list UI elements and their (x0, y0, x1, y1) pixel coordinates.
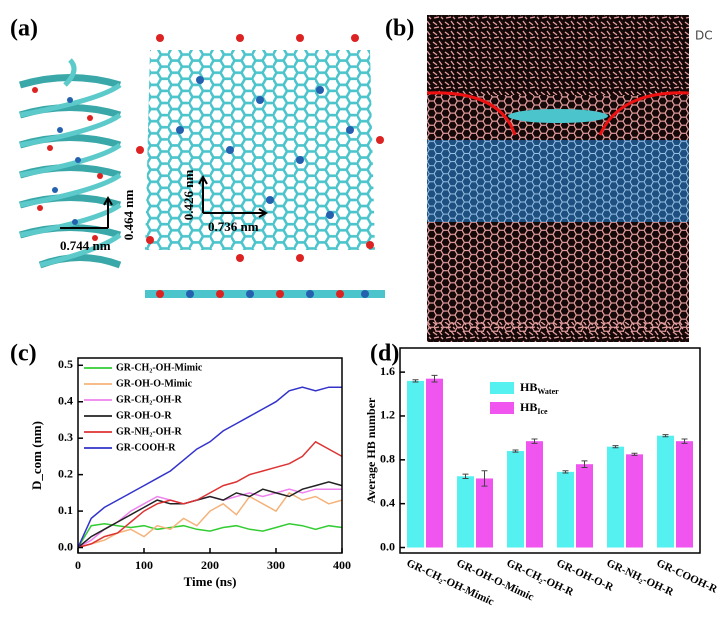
legend-swatch (490, 382, 514, 394)
annotation: 0.464 nm (121, 190, 136, 241)
bar (457, 476, 474, 548)
panel-label: (d) (370, 341, 399, 367)
y-tick-label: 1.6 (380, 364, 395, 378)
bar (426, 378, 443, 548)
bar (557, 471, 574, 548)
x-tick-label: 400 (333, 558, 351, 572)
bar (507, 451, 524, 548)
error-bar (531, 438, 538, 444)
error-bar (512, 449, 519, 453)
error-bar (562, 470, 569, 474)
x-tick-label: 0 (75, 558, 81, 572)
bar (526, 441, 543, 548)
legend-label: GR-OH-O-Mimic (116, 378, 193, 389)
error-bar (631, 452, 638, 456)
y-tick-label: 0.1 (58, 503, 73, 517)
x-tick-label: GR-CH₂-OH-Mimic (405, 557, 496, 608)
y-tick-label: 0.0 (58, 539, 73, 553)
legend-label: GR-CH₂-OH-R (116, 394, 183, 405)
data-line (77, 488, 342, 549)
y-tick-label: 0.8 (380, 452, 395, 466)
legend-label: GR-CH₂-OH-Mimic (116, 362, 203, 373)
y-tick-label: 0.2 (58, 466, 73, 480)
chart-c: GR-CH₂-OH-Mimic GR-OH-O-Mimic GR-CH₂-OH-R G… (29, 357, 351, 589)
error-bar (681, 438, 688, 444)
x-tick-label: 200 (201, 558, 219, 572)
legend-label: GR-NH₂-OH-R (116, 426, 183, 437)
bar (607, 446, 624, 548)
bar (676, 441, 693, 548)
data-line (77, 386, 342, 548)
legend-subscript: Ice (537, 407, 548, 416)
cropped-text: DC (695, 29, 713, 43)
legend-label: HBIce (520, 400, 548, 416)
error-bar (662, 434, 669, 438)
legend-label: GR-COOH-R (116, 442, 176, 453)
y-axis-label: D_com (nm) (29, 421, 44, 490)
y-tick-label: 0.0 (380, 539, 395, 553)
legend-swatch (490, 402, 514, 414)
bar (626, 454, 643, 548)
legend-label: HBWater (520, 380, 559, 396)
simulation-box (426, 15, 690, 342)
bar (476, 478, 493, 548)
error-bar (481, 470, 488, 487)
helix-model (18, 58, 122, 269)
graphene-model (136, 34, 385, 298)
plot-frame (399, 347, 701, 554)
legend-name: HB (520, 400, 537, 414)
legend-label: GR-OH-O-R (116, 410, 172, 421)
panel-label: (a) (10, 16, 38, 42)
panel-label: (b) (385, 16, 414, 42)
bar (407, 380, 424, 548)
data-line (77, 481, 343, 549)
annotation: 0.744 nm (60, 238, 111, 253)
error-bar (612, 445, 619, 449)
data-line (77, 523, 343, 548)
chart-d: GR-CH₂-OH-MimicGR-OH-O-MimicGR-CH₂-OH-RG… (364, 347, 717, 608)
error-bar (431, 374, 438, 383)
y-tick-label: 0.5 (58, 357, 73, 371)
error-bar (581, 460, 588, 468)
x-tick-label: 100 (135, 558, 153, 572)
error-bar (412, 379, 419, 383)
y-axis-label: Average HB number (364, 397, 378, 503)
data-line (77, 440, 343, 549)
data-line (77, 491, 343, 549)
y-tick-label: 1.2 (380, 408, 395, 422)
bar (657, 435, 674, 548)
legend-name: HB (520, 380, 537, 394)
x-axis-label: Time (ns) (184, 574, 237, 589)
annotation: 0.426 nm (181, 170, 196, 221)
annotation: 0.736 nm (208, 219, 259, 234)
bar (576, 464, 593, 548)
y-tick-label: 0.4 (380, 495, 395, 509)
y-tick-label: 0.4 (58, 393, 73, 407)
x-tick-label: 300 (267, 558, 285, 572)
legend-subscript: Water (537, 387, 559, 396)
error-bar (462, 473, 469, 479)
panel-label: (c) (10, 341, 37, 367)
y-tick-label: 0.3 (58, 430, 73, 444)
